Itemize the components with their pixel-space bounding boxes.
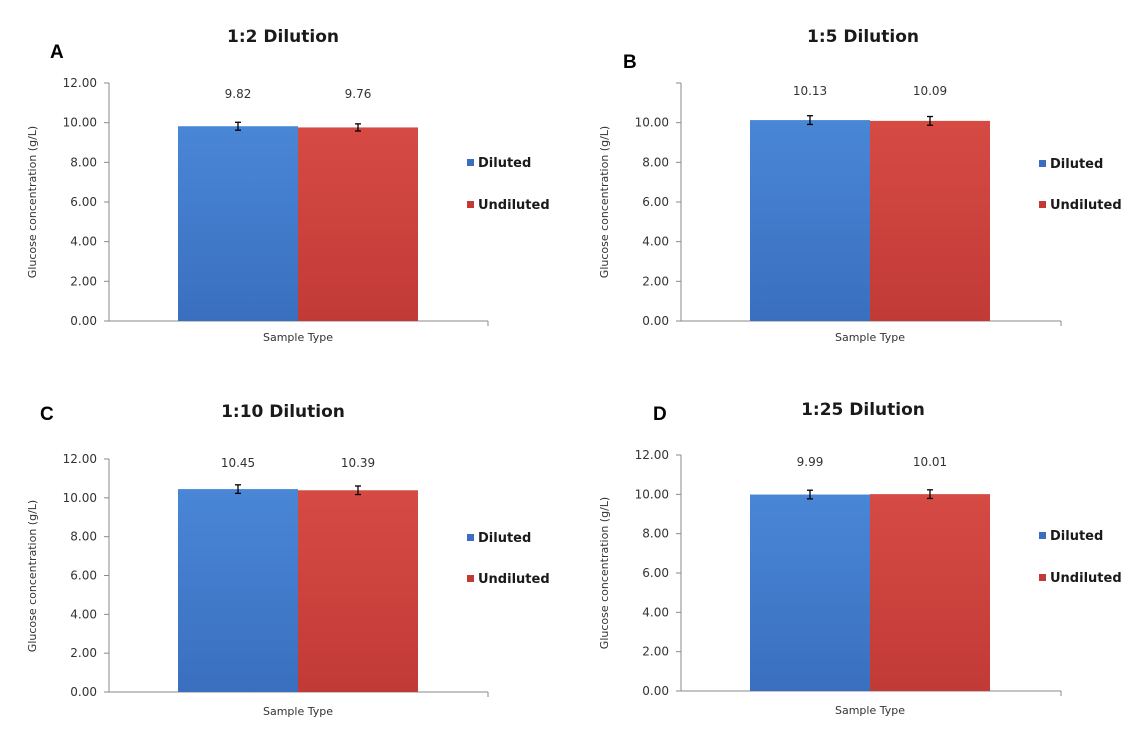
chart-title-b: 1:5 Dilution <box>807 27 919 47</box>
bar-diluted-c <box>178 489 298 692</box>
chart-title-a: 1:2 Dilution <box>227 27 339 47</box>
y-tick-label-b: 8.00 <box>642 155 669 169</box>
chart-d-svg: D 1:25 Dilution 0.00 2.00 4.00 6.00 8.00 10.00 1… <box>598 400 1122 717</box>
y-tick-label-c: 10.00 <box>63 491 97 505</box>
y-tick-label-a: 0.00 <box>70 314 97 328</box>
bar-diluted-b <box>750 120 870 321</box>
x-axis-label-c: Sample Type <box>263 705 333 718</box>
legend-swatch-undiluted-a <box>467 201 474 208</box>
y-tick-label-c: 0.00 <box>70 685 97 699</box>
chart-a-svg: A 1:2 Dilution 0.00 2.00 4.00 6.00 8.00 10.00 12… <box>26 27 550 344</box>
legend-label-undiluted-b: Undiluted <box>1050 198 1122 213</box>
y-tick-label-d: 0.00 <box>642 684 669 698</box>
chart-panel-b: B 1:5 Dilution 0.00 2.00 4.00 6.00 8.00 10.00 Gl… <box>577 0 1137 381</box>
data-label-diluted-b: 10.13 <box>793 84 827 98</box>
legend-label-diluted-a: Diluted <box>478 156 531 171</box>
panel-letter-c: C <box>40 404 54 425</box>
bar-diluted-d <box>750 494 870 691</box>
legend-swatch-diluted-d <box>1039 532 1046 539</box>
legend-label-undiluted-c: Undiluted <box>478 572 550 587</box>
legend-label-diluted-b: Diluted <box>1050 157 1103 172</box>
y-tick-label-c: 4.00 <box>70 607 97 621</box>
y-tick-label-d: 2.00 <box>642 645 669 659</box>
bar-undiluted-a <box>298 127 418 321</box>
y-tick-label-b: 4.00 <box>642 235 669 249</box>
legend-label-undiluted-a: Undiluted <box>478 198 550 213</box>
chart-c-svg: C 1:10 Dilution 0.00 2.00 4.00 6.00 8.00 10.00 1… <box>26 402 550 718</box>
x-axis-label-d: Sample Type <box>835 704 905 717</box>
y-tick-label-a: 6.00 <box>70 195 97 209</box>
data-label-undiluted-d: 10.01 <box>913 455 947 469</box>
bar-undiluted-b <box>870 120 990 321</box>
y-tick-label-b: 0.00 <box>642 314 669 328</box>
y-tick-label-a: 2.00 <box>70 274 97 288</box>
bar-undiluted-c <box>298 490 418 692</box>
legend-label-undiluted-d: Undiluted <box>1050 571 1122 586</box>
y-tick-label-c: 2.00 <box>70 646 97 660</box>
legend-swatch-undiluted-b <box>1039 201 1046 208</box>
y-axis-label-d: Glucose concentration (g/L) <box>598 497 611 649</box>
data-label-diluted-d: 9.99 <box>797 455 824 469</box>
y-tick-label-d: 8.00 <box>642 527 669 541</box>
y-tick-label-d: 6.00 <box>642 566 669 580</box>
bar-undiluted-d <box>870 494 990 691</box>
legend-swatch-undiluted-c <box>467 575 474 582</box>
data-label-diluted-c: 10.45 <box>221 456 255 470</box>
panel-letter-b: B <box>623 52 637 73</box>
y-tick-label-d: 12.00 <box>635 448 669 462</box>
chart-b-svg: B 1:5 Dilution 0.00 2.00 4.00 6.00 8.00 10.00 Gl… <box>598 27 1122 344</box>
y-tick-label-c: 6.00 <box>70 569 97 583</box>
chart-panel-d: D 1:25 Dilution 0.00 2.00 4.00 6.00 8.00 10.00 1… <box>577 381 1137 750</box>
chart-panel-c: C 1:10 Dilution 0.00 2.00 4.00 6.00 8.00 10.00 1… <box>0 381 577 750</box>
legend-label-diluted-c: Diluted <box>478 531 531 546</box>
data-label-undiluted-c: 10.39 <box>341 456 375 470</box>
y-tick-label-b: 6.00 <box>642 195 669 209</box>
chart-title-d: 1:25 Dilution <box>801 400 925 420</box>
data-label-undiluted-b: 10.09 <box>913 84 947 98</box>
y-axis-label-a: Glucose concentration (g/L) <box>26 126 39 278</box>
bar-diluted-a <box>178 126 298 321</box>
panel-letter-d: D <box>653 404 667 425</box>
y-tick-label-a: 4.00 <box>70 235 97 249</box>
y-tick-label-b: 10.00 <box>635 116 669 130</box>
y-tick-label-a: 8.00 <box>70 155 97 169</box>
x-axis-label-b: Sample Type <box>835 331 905 344</box>
y-axis-label-b: Glucose concentration (g/L) <box>598 126 611 278</box>
legend-swatch-diluted-c <box>467 534 474 541</box>
y-tick-label-a: 10.00 <box>63 116 97 130</box>
y-tick-label-d: 10.00 <box>635 487 669 501</box>
y-axis-label-c: Glucose concentration (g/L) <box>26 500 39 652</box>
y-tick-label-b: 2.00 <box>642 274 669 288</box>
data-label-undiluted-a: 9.76 <box>345 87 372 101</box>
y-tick-label-c: 8.00 <box>70 530 97 544</box>
data-label-diluted-a: 9.82 <box>225 87 252 101</box>
panel-letter-a: A <box>50 42 64 63</box>
y-tick-label-c: 12.00 <box>63 452 97 466</box>
y-tick-label-d: 4.00 <box>642 605 669 619</box>
legend-label-diluted-d: Diluted <box>1050 529 1103 544</box>
legend-swatch-diluted-b <box>1039 160 1046 167</box>
x-axis-label-a: Sample Type <box>263 331 333 344</box>
legend-swatch-diluted-a <box>467 159 474 166</box>
chart-title-c: 1:10 Dilution <box>221 402 345 422</box>
y-tick-label-a: 12.00 <box>63 76 97 90</box>
legend-swatch-undiluted-d <box>1039 574 1046 581</box>
chart-panel-a: A 1:2 Dilution 0.00 2.00 4.00 6.00 8.00 10.00 12… <box>0 0 577 381</box>
